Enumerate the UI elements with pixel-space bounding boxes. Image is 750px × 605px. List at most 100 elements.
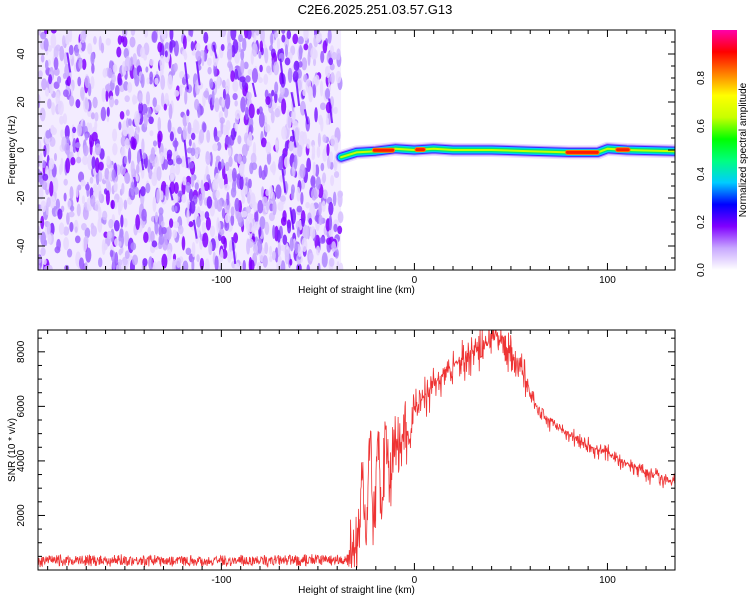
snr-y-tick-label: 6000 [16, 395, 27, 418]
noise-blob [146, 77, 150, 85]
noise-blob [132, 95, 138, 104]
noise-blob [302, 131, 308, 145]
noise-blob [322, 172, 327, 184]
colorbar-tick-label: 0.8 [696, 71, 707, 85]
heatmap-area [38, 30, 675, 270]
noise-blob [123, 47, 129, 59]
noise-blob [105, 89, 109, 102]
noise-blob [149, 58, 155, 66]
noise-blob [163, 103, 167, 111]
noise-blob [202, 122, 207, 133]
noise-blob [62, 89, 69, 97]
noise-blob [117, 77, 123, 86]
noise-blob [322, 148, 328, 162]
noise-blob [39, 152, 43, 168]
noise-blob [111, 169, 116, 181]
noise-blob [249, 162, 254, 175]
noise-blob [53, 153, 58, 162]
noise-blob [326, 143, 330, 157]
noise-blob [284, 249, 290, 265]
noise-blob [322, 189, 328, 199]
noise-blob [209, 78, 214, 89]
noise-blob [123, 155, 128, 165]
noise-blob [76, 156, 82, 164]
noise-blob [258, 50, 262, 59]
noise-blob [276, 37, 281, 50]
noise-blob [256, 108, 260, 115]
noise-blob [281, 98, 287, 115]
noise-blob [124, 95, 130, 103]
noise-blob [79, 30, 86, 43]
noise-blob [84, 97, 88, 110]
noise-blob [326, 237, 332, 245]
noise-blob [260, 137, 267, 148]
noise-blob [117, 200, 121, 216]
noise-blob [253, 201, 258, 213]
noise-blob [91, 63, 95, 74]
noise-streak [168, 186, 174, 201]
noise-blob [55, 198, 61, 211]
noise-blob [218, 228, 225, 236]
noise-blob [53, 67, 60, 76]
noise-blob [124, 250, 130, 260]
noise-blob [258, 226, 262, 238]
noise-blob [305, 201, 310, 209]
noise-blob [230, 70, 235, 82]
noise-blob [169, 41, 173, 54]
noise-blob [182, 125, 188, 140]
noise-blob [143, 30, 149, 38]
noise-blob [98, 171, 103, 182]
noise-blob [167, 119, 172, 133]
noise-blob [211, 89, 215, 106]
noise-blob [40, 54, 45, 63]
noise-blob [50, 30, 57, 34]
noise-blob [277, 201, 284, 212]
noise-blob [337, 225, 343, 235]
noise-blob [87, 154, 94, 171]
noise-blob [306, 157, 312, 173]
heatmap-y-tick-label: -20 [16, 190, 27, 205]
noise-blob [328, 201, 334, 216]
noise-blob [322, 134, 327, 143]
noise-blob [275, 184, 282, 199]
noise-blob [114, 251, 119, 267]
noise-blob [301, 237, 308, 252]
noise-streak [328, 98, 334, 124]
noise-blob [133, 67, 138, 80]
noise-blob [38, 70, 43, 78]
noise-blob [337, 191, 343, 208]
noise-blob [305, 78, 312, 94]
noise-streak [290, 91, 296, 108]
noise-blob [47, 98, 52, 110]
noise-blob [184, 90, 188, 105]
noise-blob [329, 151, 334, 163]
noise-blob [221, 79, 226, 89]
noise-blob [243, 185, 248, 195]
noise-blob [91, 52, 95, 62]
noise-blob [318, 214, 323, 226]
noise-blob [245, 75, 251, 83]
noise-blob [242, 260, 246, 270]
noise-blob [43, 38, 49, 52]
noise-blob [59, 45, 65, 62]
noise-blob [79, 86, 85, 100]
noise-blob [293, 60, 300, 72]
noise-blob [186, 208, 190, 225]
noise-blob [124, 172, 131, 184]
noise-blob [207, 66, 212, 75]
noise-blob [129, 36, 136, 48]
noise-blob [292, 33, 299, 45]
noise-blob [45, 87, 50, 97]
noise-blob [209, 225, 216, 238]
noise-blob [58, 164, 63, 176]
noise-blob [214, 172, 220, 185]
noise-blob [83, 144, 89, 157]
noise-blob [212, 143, 219, 152]
noise-blob [232, 80, 239, 93]
noise-blob [191, 241, 196, 258]
noise-blob [123, 217, 128, 228]
noise-blob [182, 260, 189, 270]
noise-blob [69, 52, 75, 67]
noise-blob [258, 111, 265, 128]
noise-streak [66, 52, 72, 73]
